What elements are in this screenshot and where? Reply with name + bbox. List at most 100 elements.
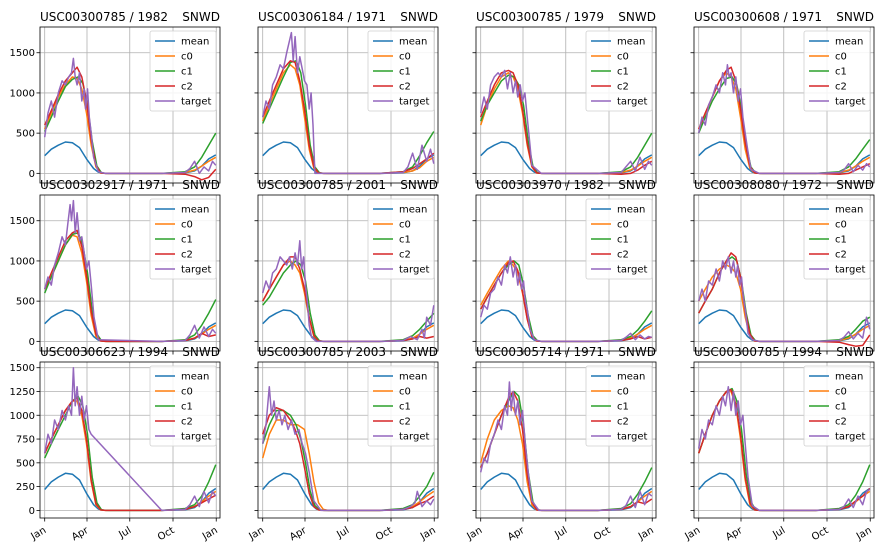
subplot-7: USC00303970 / 1982 SNWD mean c0 c1 c2 target [472,178,657,355]
subplot-4: USC00300608 / 1971 SNWD mean c0 c1 c2 target [690,10,875,187]
subplot-variable: SNWD [400,178,438,192]
series-line-target [697,256,871,343]
legend: mean c0 c1 c2 target [149,30,217,112]
series-line-target [479,69,653,175]
legend-label-c2: c2 [617,82,629,93]
series-line-target [43,57,217,175]
legend-label-c2: c2 [181,250,193,261]
subplot-variable: SNWD [400,345,438,359]
legend-label-c2: c2 [835,417,847,428]
x-tick-label: Oct [592,525,613,543]
legend-label-target: target [835,97,865,108]
legend: mean c0 c1 c2 target [803,198,871,280]
y-tick-label: 1000 [10,256,35,267]
x-tick-label: Apr [506,525,527,544]
subplot-8: USC00308080 / 1972 SNWD mean c0 c1 c2 target [690,178,875,355]
series-line-c2 [697,388,871,512]
legend-box [803,365,871,447]
y-tick-label: 1000 [10,88,35,99]
legend-label-mean: mean [399,205,427,216]
x-tick-label: Jan [200,525,220,543]
legend-label-c2: c2 [181,82,193,93]
subplot-title: USC00308080 / 1972 [694,178,822,192]
x-tick-label: Apr [724,525,745,544]
y-tick-label: 500 [16,458,35,469]
y-tick-label: 500 [16,129,35,140]
legend-label-target: target [181,97,211,108]
series-line-c1 [44,395,217,512]
x-tick-label: Jan [636,525,656,543]
legend-label-c1: c1 [617,67,629,78]
legend-label-mean: mean [181,372,209,383]
series-group [697,252,871,347]
legend-label-mean: mean [617,205,645,216]
x-tick-label: Jul [770,525,787,541]
subplot-variable: SNWD [182,178,220,192]
y-tick-label: 1500 [10,363,35,374]
subplot-title: USC00300785 / 1994 [694,345,822,359]
legend: mean c0 c1 c2 target [367,365,435,447]
series-line-c2 [262,256,434,343]
legend-label-mean: mean [617,37,645,48]
series-line-target [261,240,435,343]
legend-label-c2: c2 [399,250,411,261]
subplot-variable: SNWD [618,178,656,192]
legend: mean c0 c1 c2 target [367,30,435,112]
subplot-5: 0 500 1000 1500 USC00302917 / 1971 SNWD mean c0… [10,178,221,355]
legend-box [367,30,435,112]
legend-label-c2: c2 [181,417,193,428]
legend-label-c0: c0 [399,387,411,398]
subplot-3: USC00300785 / 1979 SNWD mean c0 c1 c2 target [472,10,657,187]
series-line-target [43,366,217,512]
subplot-variable: SNWD [836,10,874,24]
legend-box [367,365,435,447]
y-tick-label: 1000 [10,411,35,422]
legend-box [803,30,871,112]
legend-label-c2: c2 [399,417,411,428]
legend-label-target: target [399,97,429,108]
legend-label-mean: mean [835,372,863,383]
series-group [43,57,217,181]
legend-label-c0: c0 [617,52,629,63]
legend: mean c0 c1 c2 target [585,30,653,112]
series-line-c2 [698,252,871,347]
x-tick-label: Jan [464,525,484,543]
series-line-c2 [261,406,435,512]
series-group [479,256,653,343]
legend-label-c2: c2 [617,250,629,261]
legend-label-c0: c0 [181,387,193,398]
series-line-mean [262,472,435,512]
subplot-title: USC00300785 / 2001 [258,178,386,192]
x-tick-label: Jan [418,525,438,543]
legend-box [585,365,653,447]
legend-label-c0: c0 [181,220,193,231]
subplot-9: 0 250 500 750 1000 1250 1500 Jan Apr Jul Oct Jan USC… [10,345,221,543]
legend-label-c1: c1 [181,402,193,413]
x-tick-label: Oct [374,525,395,543]
subplot-title: USC00305714 / 1971 [476,345,604,359]
x-tick-label: Jul [116,525,133,541]
subplot-6: USC00300785 / 2001 SNWD mean c0 c1 c2 target [254,178,439,355]
legend-label-target: target [617,97,647,108]
legend-label-target: target [181,265,211,276]
subplot-2: USC00306184 / 1971 SNWD mean c0 c1 c2 target [254,10,439,187]
subplot-title: USC00302917 / 1971 [40,178,168,192]
x-tick-label: Apr [288,525,309,544]
legend-label-c0: c0 [617,220,629,231]
legend-label-c0: c0 [399,52,411,63]
legend-label-c1: c1 [181,235,193,246]
legend-box [149,198,217,280]
x-tick-label: Jul [552,525,569,541]
y-tick-label: 0 [29,506,35,517]
legend-label-target: target [835,265,865,276]
subplot-title: USC00300785 / 2003 [258,345,386,359]
subplot-12: Jan Apr Jul Oct Jan USC00300785 / 1994 SNWD mea… [682,345,875,544]
legend-box [149,30,217,112]
y-tick-label: 1500 [10,48,35,59]
x-tick-label: Jul [334,525,351,541]
legend: mean c0 c1 c2 target [367,198,435,280]
legend-label-c2: c2 [399,82,411,93]
legend-label-mean: mean [835,205,863,216]
series-line-c0 [262,64,435,175]
legend-box [149,365,217,447]
